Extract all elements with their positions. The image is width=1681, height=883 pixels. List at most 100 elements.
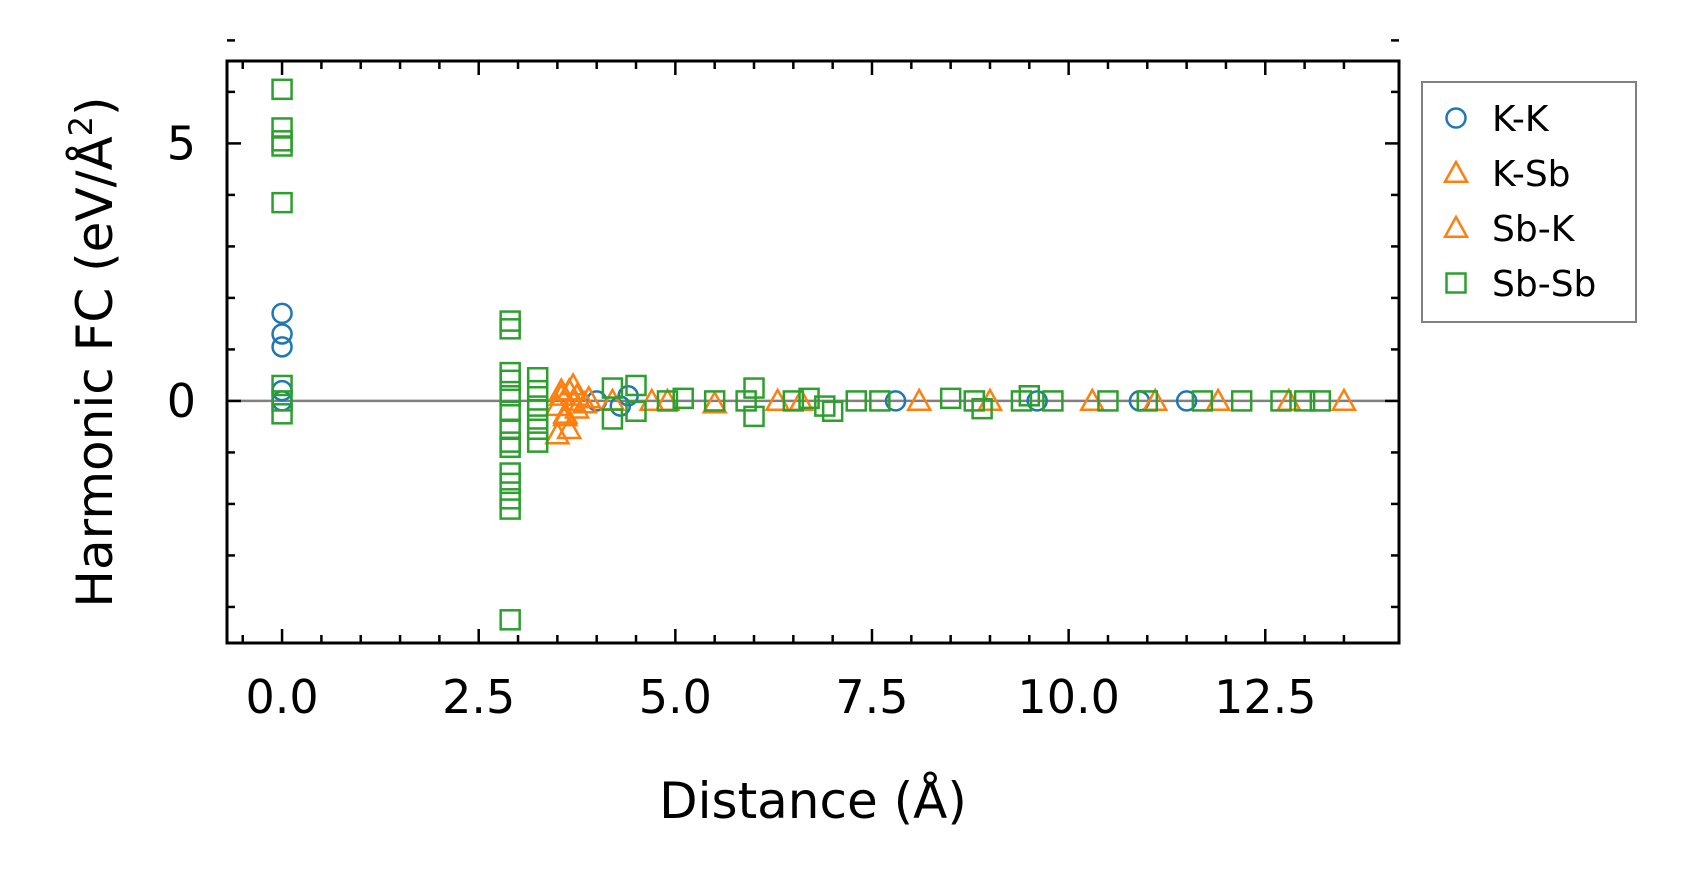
data-point-square: [271, 78, 293, 101]
data-point-triangle: [556, 415, 583, 440]
data-point-square: [271, 135, 293, 157]
data-point-square: [499, 369, 521, 392]
data-point-square: [271, 191, 293, 214]
data-point-square: [1270, 390, 1292, 412]
data-point-circle: [1445, 107, 1467, 129]
y-tick-labels: 05: [167, 116, 196, 428]
x-tick-label: 2.5: [442, 670, 515, 724]
axis-ticks: [227, 39, 1399, 643]
data-point-circle: [271, 323, 293, 345]
data-point-square: [798, 387, 820, 410]
data-point-square: [1230, 390, 1253, 412]
data-point-square: [271, 374, 293, 397]
plot-frame: [225, 59, 1401, 645]
data-point-square: [499, 431, 521, 453]
data-point-triangle: [1442, 214, 1470, 239]
data-point-square: [1010, 390, 1033, 412]
data-point-square: [1445, 272, 1467, 294]
data-point-circle: [271, 302, 293, 325]
data-point-square: [499, 472, 521, 495]
data-point-triangle: [571, 389, 599, 414]
x-tick-label: 12.5: [1214, 670, 1316, 724]
legend-label: K-Sb: [1492, 154, 1571, 195]
y-axis-label-main: Harmonic FC (eV/Å: [66, 136, 124, 607]
data-point-square: [526, 418, 549, 441]
data-point-square: [499, 361, 521, 384]
data-point-square: [656, 390, 679, 412]
data-point-square: [625, 400, 647, 422]
data-point-triangle: [701, 389, 728, 414]
data-point-square: [1042, 390, 1064, 412]
data-point-square: [499, 385, 521, 407]
data-point-square: [1136, 390, 1159, 412]
data-point-square: [743, 377, 765, 399]
data-point-square: [939, 387, 962, 410]
data-point-square: [703, 390, 726, 412]
data-point-square: [271, 130, 293, 152]
data-point-square: [271, 403, 293, 425]
data-point-triangle: [1330, 387, 1358, 411]
legend-frame: [1421, 81, 1637, 323]
data-point-square: [1191, 390, 1214, 412]
data-point-square: [971, 397, 993, 420]
data-point-square: [499, 609, 521, 631]
x-tick-label: 10.0: [1017, 670, 1119, 724]
data-point-square: [1018, 385, 1041, 407]
y-tick-label: 5: [167, 116, 196, 170]
data-point-square: [526, 379, 549, 402]
y-axis-label-sup: 2: [62, 116, 100, 136]
legend: K-K K-Sb Sb-K Sb-Sb: [1421, 81, 1637, 323]
x-tick-label: 5.0: [639, 670, 712, 724]
data-point-triangle: [1442, 159, 1470, 184]
data-point-square: [845, 390, 868, 412]
data-point-square: [271, 390, 293, 412]
data-point-square: [499, 418, 521, 441]
y-tick-label: 0: [167, 374, 196, 428]
data-point-square: [499, 310, 521, 332]
data-point-circle: [884, 390, 907, 412]
data-point-square: [735, 390, 757, 412]
legend-label: K-K: [1492, 99, 1550, 140]
x-tick-label: 7.5: [835, 670, 908, 724]
data-point-square: [1309, 390, 1332, 412]
data-points: [271, 78, 1358, 631]
series-sb-sb: [271, 78, 1332, 631]
data-point-square: [526, 431, 549, 453]
x-tick-labels: 0.0 2.5 5.0 7.5 10.0 12.5: [245, 670, 1316, 724]
series-k-k: [271, 302, 1198, 417]
data-point-triangle: [552, 400, 579, 424]
data-point-square: [499, 436, 521, 459]
data-point-square: [1097, 390, 1119, 412]
legend-label: Sb-Sb: [1492, 264, 1596, 305]
y-axis-label: Harmonic FC (eV/Å2): [62, 96, 124, 607]
data-point-square: [499, 318, 521, 340]
data-point-square: [601, 377, 624, 399]
data-point-square: [814, 395, 836, 417]
data-point-triangle: [544, 420, 571, 445]
legend-label: Sb-K: [1492, 209, 1576, 250]
data-point-triangle: [906, 387, 933, 411]
data-point-square: [526, 395, 549, 417]
x-tick-label: 0.0: [245, 670, 318, 724]
data-point-square: [271, 117, 293, 139]
legend-items: K-K K-Sb Sb-K Sb-Sb: [1442, 99, 1596, 305]
data-point-circle: [1175, 390, 1198, 412]
x-axis-label: Distance (Å): [659, 772, 967, 830]
data-point-square: [1293, 390, 1316, 412]
data-point-triangle: [548, 377, 575, 401]
data-point-square: [963, 390, 985, 412]
data-point-square: [782, 390, 805, 412]
data-point-square: [499, 498, 521, 520]
data-point-square: [869, 390, 891, 412]
data-point-square: [743, 405, 765, 428]
data-point-square: [601, 408, 624, 430]
data-point-circle: [271, 336, 293, 358]
data-point-square: [625, 374, 647, 397]
data-point-square: [821, 400, 844, 422]
data-point-circle: [1026, 390, 1048, 412]
y-axis-label-close: ): [66, 96, 124, 116]
data-point-square: [526, 367, 549, 389]
data-point-square: [672, 387, 694, 410]
data-point-triangle: [552, 402, 579, 427]
